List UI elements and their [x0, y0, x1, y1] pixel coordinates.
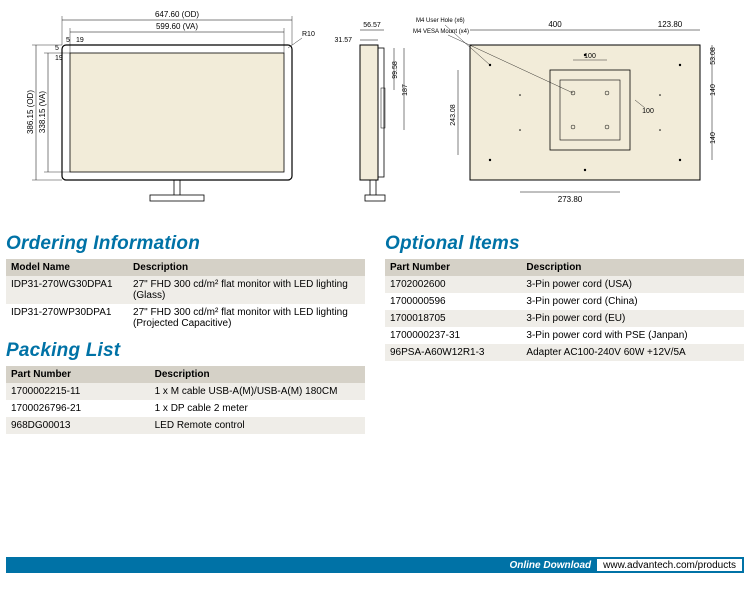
dim-radius: R10 — [302, 31, 315, 38]
dim-width-va: 599.60 (VA) — [156, 22, 198, 31]
dim-back-bottom: 273.80 — [558, 195, 583, 204]
ordering-col1: Description — [128, 259, 365, 276]
packing-table: Part Number Description 1700002215-11 1 … — [6, 366, 365, 434]
dim-inner-h: 100 — [642, 108, 654, 115]
dim-side-h2: 187 — [402, 84, 409, 96]
table-row: 1700018705 3-Pin power cord (EU) — [385, 310, 744, 327]
dim-back-htop: 53.08 — [710, 47, 717, 65]
side-view: 56.57 31.57 99.58 187 — [334, 22, 409, 201]
dim-left-margin: 5 — [55, 45, 59, 52]
note-vesa: M4 VESA Mount (x4) — [413, 29, 469, 35]
optional-title: Optional Items — [385, 233, 744, 255]
footer-bar: Online Download www.advantech.com/produc… — [6, 557, 744, 573]
table-row: IDP31-270WG30DPA1 27" FHD 300 cd/m² flat… — [6, 276, 365, 304]
packing-col0: Part Number — [6, 366, 150, 383]
optional-table: Part Number Description 1702002600 3-Pin… — [385, 259, 744, 361]
content-area: Ordering Information Model Name Descript… — [0, 225, 750, 434]
ordering-table: Model Name Description IDP31-270WG30DPA1… — [6, 259, 365, 332]
ordering-title: Ordering Information — [6, 233, 365, 255]
optional-col1: Description — [521, 259, 744, 276]
dim-height-va: 338.15 (VA) — [38, 91, 47, 133]
table-row: 968DG00013 LED Remote control — [6, 417, 365, 434]
dim-depth: 56.57 — [363, 22, 381, 29]
dim-top-margin: 5 — [66, 37, 70, 44]
packing-title: Packing List — [6, 340, 365, 362]
dim-back-hmid1: 140 — [710, 84, 717, 96]
dim-back-w1: 400 — [548, 20, 562, 29]
dim-width-od: 647.60 (OD) — [155, 10, 199, 19]
dim-back-w2: 123.80 — [658, 20, 683, 29]
table-row: IDP31-270WP30DPA1 27" FHD 300 cd/m² flat… — [6, 304, 365, 332]
download-label: Online Download — [503, 560, 597, 571]
table-row: 1700026796-21 1 x DP cable 2 meter — [6, 400, 365, 417]
ordering-col0: Model Name — [6, 259, 128, 276]
packing-col1: Description — [150, 366, 365, 383]
optional-col0: Part Number — [385, 259, 521, 276]
dim-side-offset: 31.57 — [334, 37, 352, 44]
note-user-hole: M4 User Hole (x6) — [416, 18, 465, 24]
table-row: 1702002600 3-Pin power cord (USA) — [385, 276, 744, 293]
front-view: 647.60 (OD) 599.60 (VA) 5 19 386.15 (OD)… — [26, 10, 315, 201]
download-url[interactable]: www.advantech.com/products — [597, 559, 742, 571]
table-row: 96PSA-A60W12R1-3 Adapter AC100-240V 60W … — [385, 344, 744, 361]
dim-height-od: 386.15 (OD) — [26, 90, 35, 134]
table-row: 1700000596 3-Pin power cord (China) — [385, 293, 744, 310]
table-row: 1700000237-31 3-Pin power cord with PSE … — [385, 327, 744, 344]
back-view: 400 123.80 100 100 53.08 140 140 243.08 … — [413, 18, 717, 204]
dim-top-margin2: 19 — [76, 37, 84, 44]
technical-drawing: 647.60 (OD) 599.60 (VA) 5 19 386.15 (OD)… — [0, 0, 750, 225]
dim-back-hleft: 243.08 — [450, 104, 457, 126]
table-row: 1700002215-11 1 x M cable USB-A(M)/USB-A… — [6, 383, 365, 400]
dim-side-h1: 99.58 — [392, 61, 399, 79]
dim-left-margin2: 19 — [55, 55, 63, 62]
dim-back-hmid2: 140 — [710, 132, 717, 144]
dim-inner-w: 100 — [584, 53, 596, 60]
